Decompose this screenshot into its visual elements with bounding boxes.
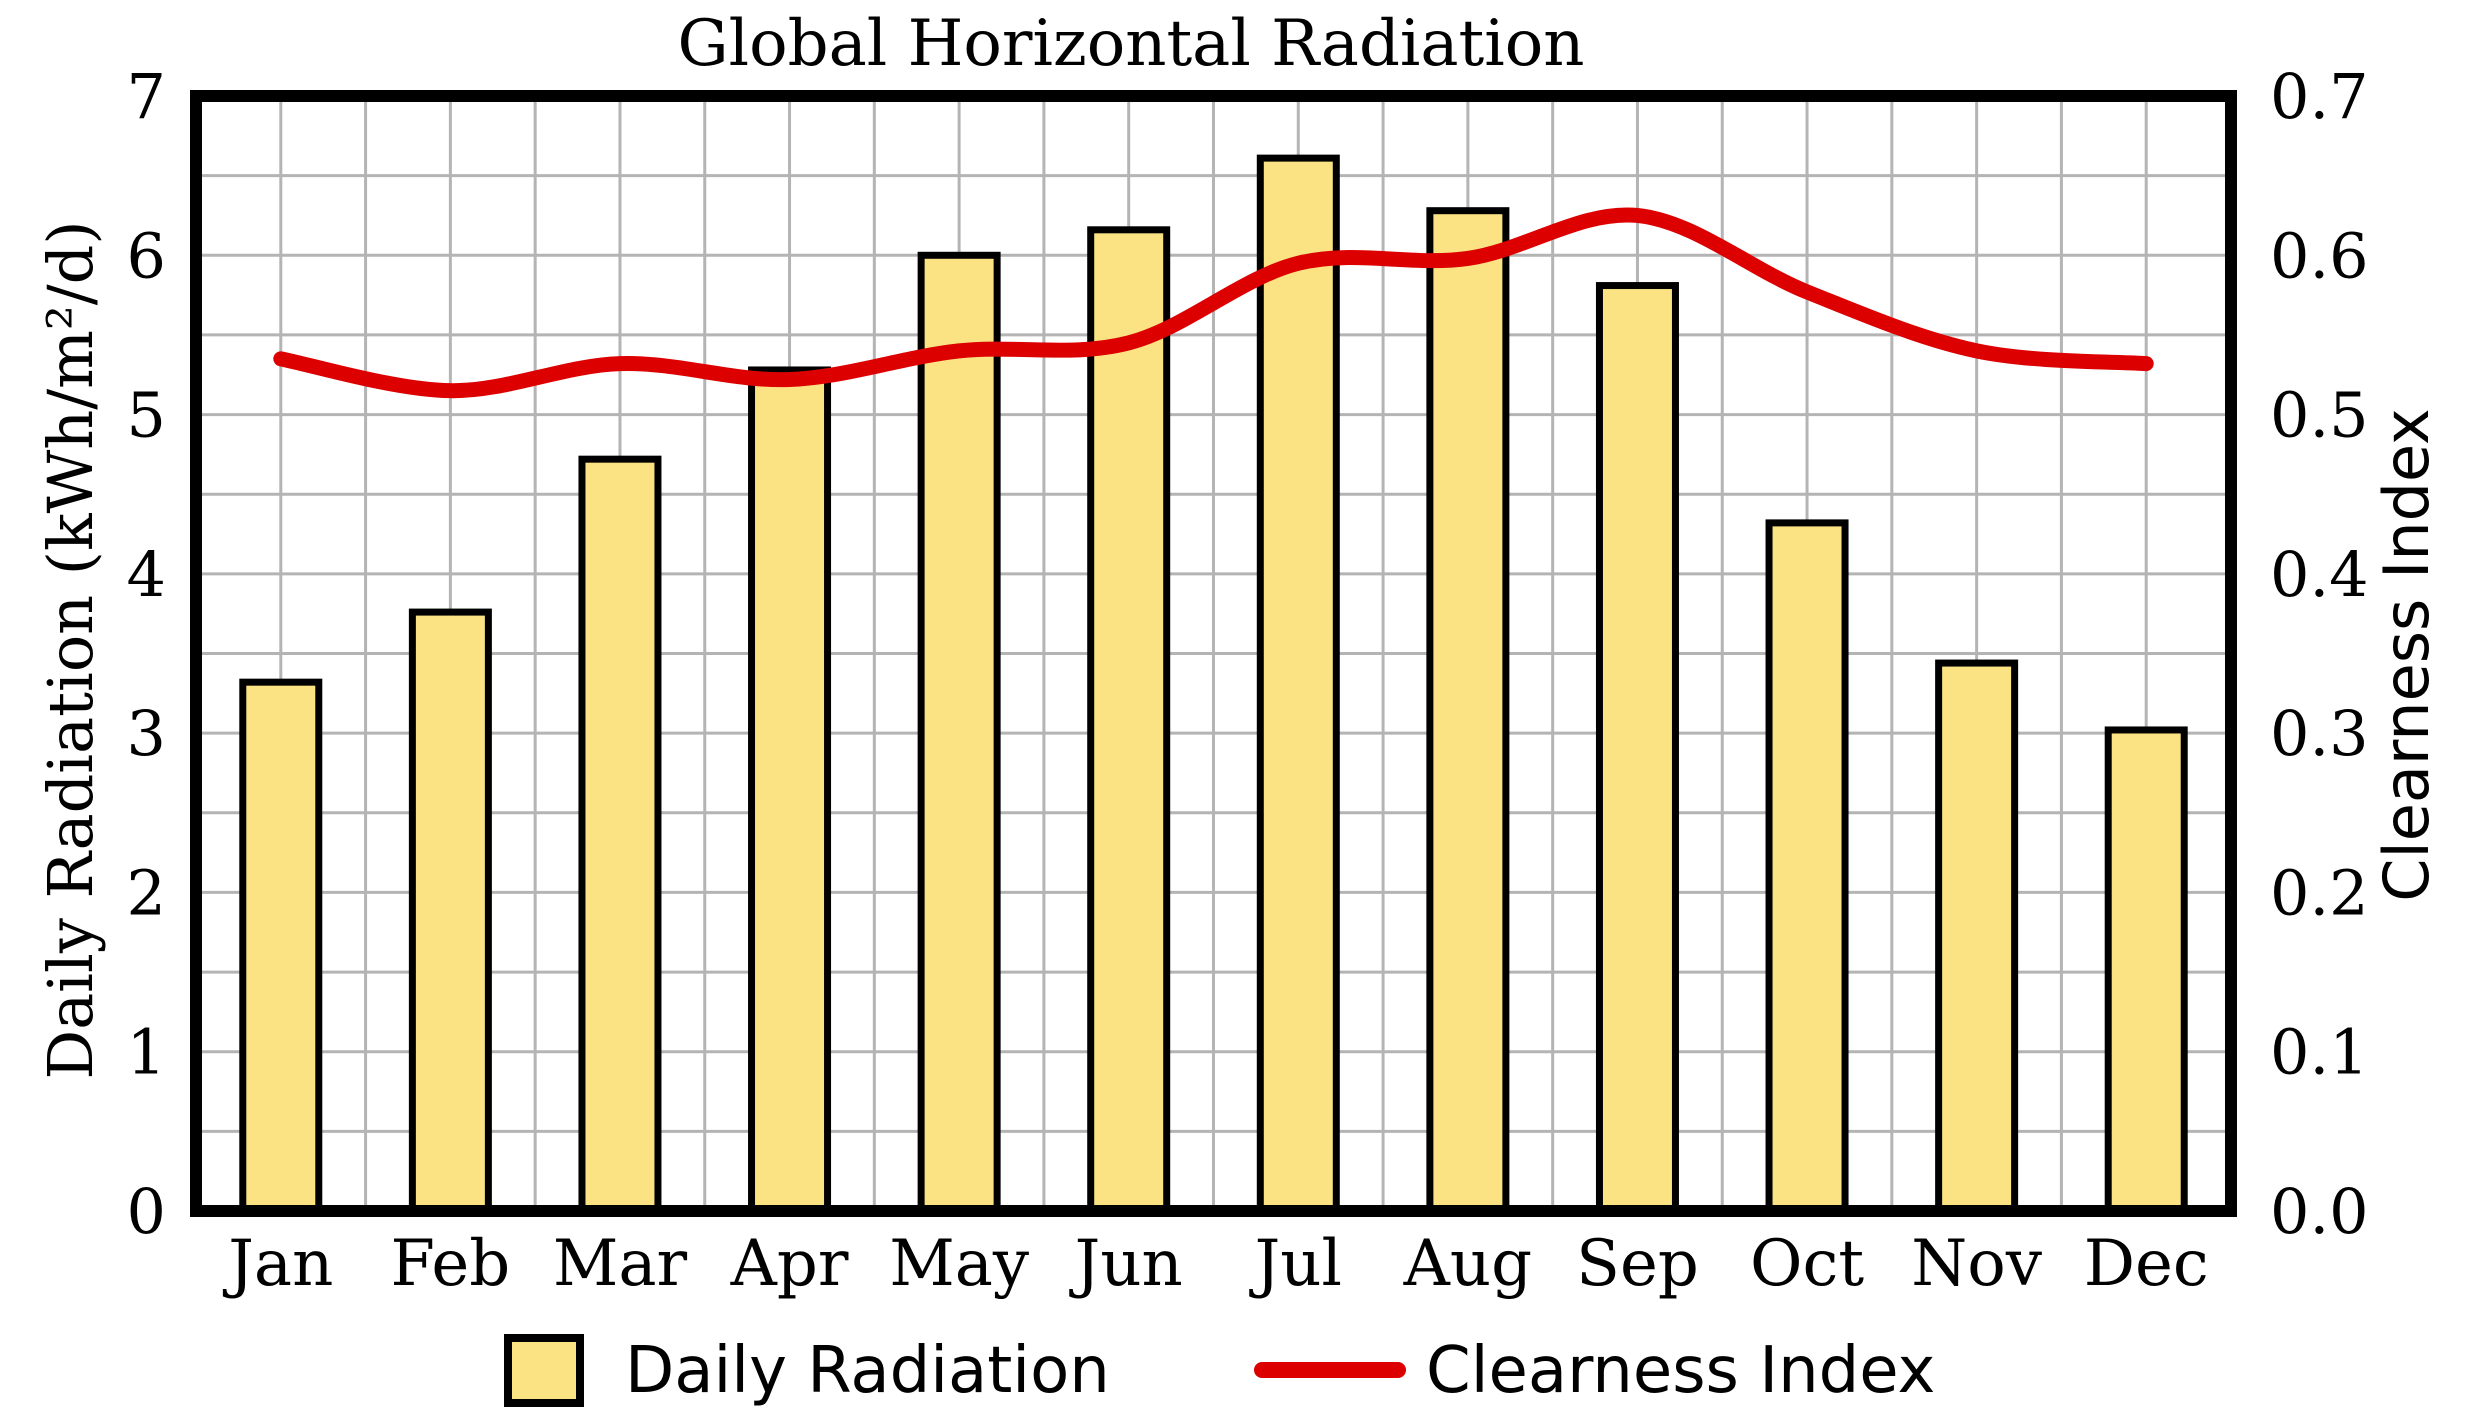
- y-tick-label: 6: [127, 219, 166, 292]
- bar-aug: [1426, 207, 1510, 1215]
- x-tick-label: Oct: [1750, 1227, 1864, 1301]
- plot-frame: [190, 90, 2237, 1217]
- bar-jul: [1256, 154, 1340, 1215]
- y-axis-ticks: 0 1 2 3 4 5 6 7: [127, 60, 166, 1248]
- bar-apr: [748, 366, 832, 1215]
- bar-series-daily-radiation: [239, 154, 2188, 1215]
- bar-may: [917, 251, 1001, 1215]
- y-tick-label: 1: [127, 1016, 166, 1089]
- x-tick-label: Jan: [222, 1227, 333, 1301]
- x-tick-label: Jun: [1069, 1227, 1183, 1301]
- clearness-index-line: [273, 207, 2154, 399]
- x-axis-ticks: Jan Feb Mar Apr May Jun Jul Aug Sep Oct Nov Dec: [222, 1227, 2208, 1301]
- y2-tick-label: 0.2: [2270, 856, 2369, 929]
- y2-tick-label: 0.1: [2270, 1016, 2369, 1089]
- y2-tick-label: 0.6: [2270, 219, 2369, 292]
- legend: Daily Radiation Clearness Index: [504, 1334, 1935, 1408]
- x-tick-label: Mar: [553, 1227, 688, 1301]
- chart-title: Global Horizontal Radiation: [678, 7, 1585, 81]
- legend-swatch-daily-radiation: [504, 1334, 584, 1407]
- y-tick-label: 7: [127, 60, 166, 133]
- bar-jun: [1087, 226, 1171, 1215]
- y-tick-label: 2: [127, 856, 166, 929]
- y2-axis-ticks: 0.0 0.1 0.2 0.3 0.4 0.5 0.6 0.7: [2270, 60, 2369, 1248]
- x-tick-label: Nov: [1911, 1227, 2042, 1301]
- y-tick-label: 3: [127, 697, 166, 770]
- x-tick-label: Sep: [1576, 1227, 1699, 1301]
- bar-mar: [578, 455, 662, 1215]
- x-tick-label: Feb: [391, 1227, 511, 1301]
- bar-nov: [1935, 659, 2019, 1215]
- y2-tick-label: 0.3: [2270, 697, 2369, 770]
- x-tick-label: Jul: [1249, 1227, 1342, 1301]
- y-tick-label: 5: [127, 379, 166, 452]
- bar-oct: [1765, 519, 1849, 1215]
- y2-axis-label: Clearness Index: [2370, 408, 2443, 902]
- line-series-clearness-index: [273, 207, 2154, 399]
- legend-label-daily-radiation: Daily Radiation: [625, 1334, 1110, 1408]
- x-tick-label: Aug: [1403, 1227, 1532, 1301]
- x-tick-label: Apr: [730, 1227, 849, 1301]
- y-tick-label: 0: [127, 1175, 166, 1248]
- bar-jan: [239, 678, 323, 1215]
- y-axis-label: Daily Radiation (kWh/m²/d): [34, 220, 107, 1079]
- bar-dec: [2104, 726, 2188, 1215]
- y2-tick-label: 0.7: [2270, 60, 2369, 133]
- legend-label-clearness-index: Clearness Index: [1426, 1334, 1935, 1408]
- bar-sep: [1595, 282, 1679, 1215]
- y-tick-label: 4: [127, 538, 166, 611]
- x-tick-label: Dec: [2084, 1227, 2209, 1301]
- bar-feb: [408, 608, 492, 1215]
- y2-tick-label: 0.0: [2270, 1175, 2369, 1248]
- x-tick-label: May: [889, 1227, 1029, 1301]
- y2-tick-label: 0.4: [2270, 538, 2369, 611]
- y2-tick-label: 0.5: [2270, 379, 2369, 452]
